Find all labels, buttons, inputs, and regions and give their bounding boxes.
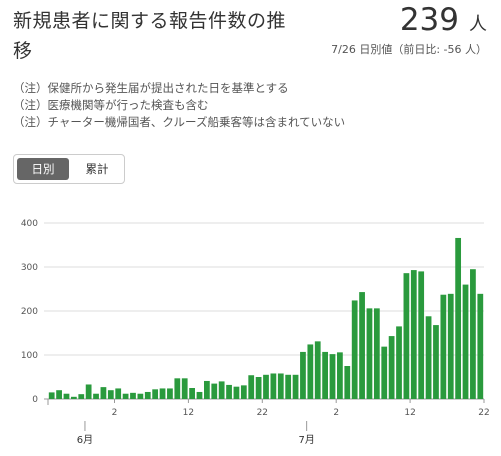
page-title: 新規患者に関する報告件数の推移 — [13, 10, 287, 62]
bar — [233, 386, 240, 399]
bar — [314, 341, 321, 399]
month-label: 7月 — [298, 434, 314, 446]
bar — [337, 352, 343, 399]
bar — [447, 293, 454, 399]
bar — [425, 316, 432, 399]
bar — [366, 308, 373, 399]
daily-count: 239 人 — [400, 2, 487, 38]
bar — [211, 383, 218, 399]
bar — [240, 385, 247, 399]
bar — [174, 378, 181, 399]
bar — [470, 269, 476, 399]
bar — [388, 336, 395, 399]
bar — [85, 384, 92, 399]
bar — [137, 393, 144, 399]
bar — [351, 300, 358, 399]
bar — [462, 284, 469, 399]
x-tick-label: 12 — [183, 408, 194, 418]
count-unit: 人 — [469, 14, 487, 35]
x-tick-label: 22 — [478, 408, 489, 418]
note-item: （注）保健所から発生届が提出された日を基準とする — [13, 81, 289, 95]
bar — [263, 374, 269, 399]
bar — [396, 326, 402, 399]
y-tick-label: 300 — [21, 263, 38, 273]
bar — [300, 351, 306, 399]
bar — [226, 384, 232, 399]
x-tick-label: 22 — [257, 408, 268, 418]
bar — [455, 237, 462, 399]
bar — [248, 375, 255, 399]
bar — [433, 325, 439, 399]
bar — [63, 393, 70, 399]
bar — [277, 373, 284, 399]
bar — [144, 391, 151, 399]
bar — [48, 392, 55, 399]
y-tick-label: 0 — [32, 395, 38, 405]
bar — [410, 270, 417, 399]
bar — [115, 388, 122, 399]
bar — [403, 273, 410, 399]
x-tick-label: 12 — [404, 408, 415, 418]
bar — [285, 374, 292, 399]
bar — [167, 388, 173, 399]
x-tick-label: 2 — [112, 408, 118, 418]
bar — [189, 388, 195, 399]
bar — [329, 354, 336, 399]
bar — [100, 387, 107, 399]
y-tick-label: 100 — [21, 351, 38, 361]
bar — [159, 388, 166, 399]
y-tick-label: 200 — [21, 307, 38, 317]
bar — [373, 308, 380, 399]
bar — [122, 393, 129, 399]
bar — [70, 396, 77, 399]
bar — [270, 373, 277, 399]
bar — [344, 366, 351, 399]
view-toggle: 日別 累計 — [13, 154, 125, 184]
bar — [196, 391, 203, 399]
bar — [381, 346, 388, 399]
month-label: 6月 — [77, 434, 93, 446]
bar — [440, 294, 447, 399]
note-item: （注）医療機関等が行った検査も含む — [13, 98, 209, 112]
bar — [292, 374, 299, 399]
chart-bars — [48, 237, 484, 399]
bar — [322, 351, 329, 399]
tab-cumulative[interactable]: 累計 — [85, 162, 109, 176]
bar — [307, 344, 314, 399]
bar — [130, 392, 136, 399]
x-tick-label: 2 — [333, 408, 339, 418]
chart-grid — [44, 222, 484, 400]
bar — [107, 390, 114, 399]
bar — [359, 292, 365, 399]
note-item: （注）チャーター機帰国者、クルーズ船乗客等は含まれていない — [13, 115, 346, 129]
bar — [255, 377, 262, 399]
bar — [218, 381, 225, 399]
bar — [56, 390, 62, 399]
y-tick-label: 400 — [21, 219, 38, 229]
bar — [418, 271, 425, 399]
bar — [78, 394, 85, 399]
bar — [477, 293, 484, 399]
bar — [152, 389, 159, 399]
bar — [203, 380, 210, 399]
notes: （注）保健所から発生届が提出された日を基準とする （注）医療機関等が行った検査も… — [13, 80, 345, 131]
count-value: 239 — [399, 2, 459, 38]
daily-subtitle: 7/26 日別値（前日比: -56 人） — [331, 43, 487, 56]
tab-daily[interactable]: 日別 — [17, 158, 69, 180]
bar — [93, 393, 99, 399]
bar — [181, 378, 188, 399]
